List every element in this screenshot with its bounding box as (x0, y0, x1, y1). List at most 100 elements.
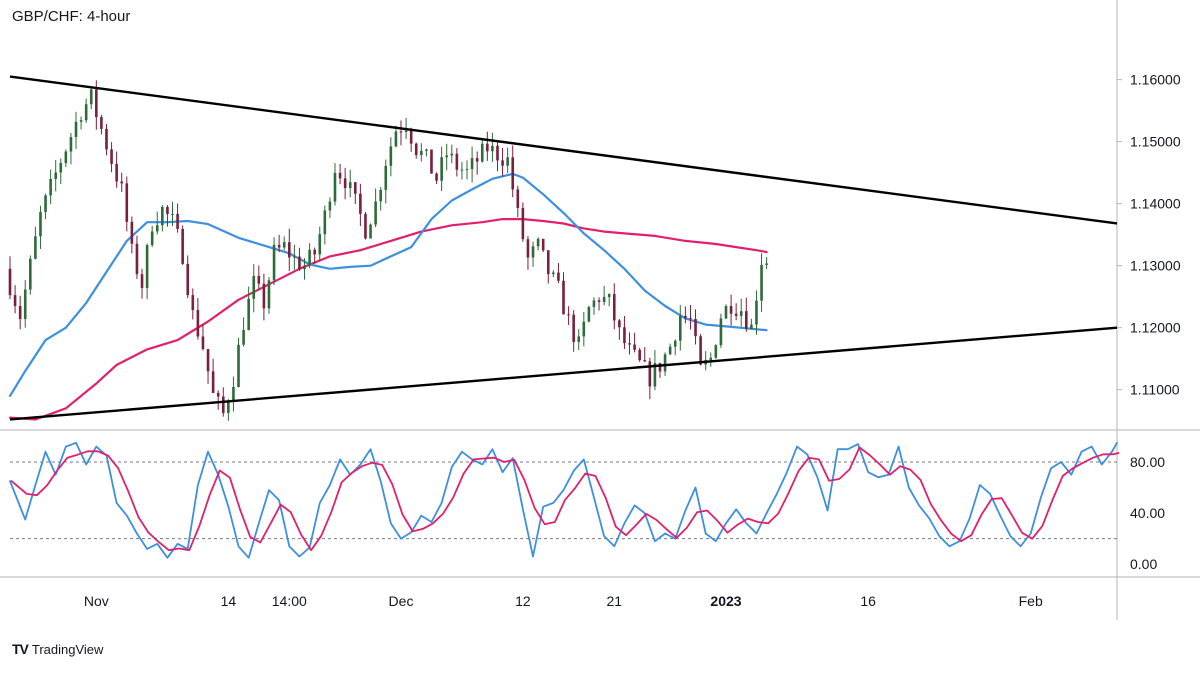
price-tick-label: 1.12000 (1130, 320, 1181, 336)
candle-body (760, 264, 763, 301)
candle-body (18, 306, 22, 319)
upper-trendline[interactable] (9, 75, 1118, 225)
candle-body (348, 182, 352, 189)
candle-body (343, 178, 347, 189)
candle-body (252, 275, 256, 299)
candle-body (739, 311, 743, 316)
tradingview-logo-icon: TV (12, 641, 29, 657)
candle-body (577, 336, 581, 342)
candle-body (84, 104, 88, 121)
candle-body (618, 320, 621, 328)
candle-body (23, 289, 27, 319)
price-tick-label: 1.15000 (1130, 134, 1181, 150)
candle-body (196, 310, 200, 337)
candle-body (719, 318, 723, 346)
candle-body (34, 236, 37, 259)
candle-body (709, 357, 713, 360)
tradingview-logo[interactable]: TV TradingView (12, 641, 103, 657)
candle-body (313, 249, 316, 255)
axes: 1.16000 1.15000 1.14000 1.13000 1.12000 1.110… (84, 72, 1181, 609)
candle-body (689, 318, 692, 320)
candle-body (74, 121, 78, 137)
time-tick-label: Feb (1019, 593, 1043, 609)
candle-body (298, 256, 301, 270)
candle-body (638, 349, 641, 361)
candle-body (221, 396, 225, 414)
moving-averages (8, 172, 768, 421)
candle-body (89, 89, 93, 105)
candle-body (506, 157, 509, 166)
candle-body (678, 315, 682, 341)
candle-body (455, 153, 459, 170)
candle-body (79, 120, 83, 122)
candle-body (491, 145, 494, 152)
candle-body (201, 336, 205, 350)
candle-body (110, 149, 113, 164)
candle-body (486, 143, 489, 152)
candle-body (354, 182, 357, 194)
candle-body (567, 314, 570, 316)
time-tick-label: 14 (221, 593, 237, 609)
trendlines[interactable] (9, 75, 1118, 421)
time-tick-label: 12 (515, 593, 531, 609)
candle-body (191, 295, 195, 311)
candle-body (420, 150, 423, 155)
candle-body (460, 169, 464, 171)
candle-body (633, 344, 636, 350)
candle-body (237, 344, 240, 388)
candle-body (546, 250, 550, 275)
candle-body (242, 329, 245, 345)
candle-body (536, 238, 540, 247)
candle-body (430, 149, 433, 174)
candle-body (100, 117, 103, 129)
grid (0, 0, 1200, 620)
candle-body (125, 183, 129, 222)
candle-body (384, 165, 388, 190)
candle-body (308, 249, 311, 266)
candle-body (323, 210, 327, 235)
candle-body (155, 225, 159, 232)
candle-body (49, 178, 52, 196)
candle-body (333, 172, 337, 202)
candle-body (262, 283, 266, 309)
candle-body (592, 300, 596, 307)
candle-body (628, 343, 631, 345)
candle-body (8, 268, 12, 296)
time-tick-label: Nov (84, 593, 109, 609)
price-tick-label: 1.16000 (1130, 72, 1181, 88)
lower-trendline[interactable] (9, 326, 1118, 421)
candle-body (658, 363, 662, 372)
candle-body (734, 313, 738, 316)
candle-body (440, 157, 443, 181)
candle-body (475, 158, 479, 162)
candle-body (130, 221, 134, 244)
candle-body (724, 306, 728, 319)
candle-body (404, 130, 408, 132)
candle-body (54, 172, 58, 179)
candle-body (287, 242, 291, 258)
time-tick-label: 2023 (710, 593, 741, 609)
candle-body (135, 243, 139, 275)
candle-body (562, 280, 565, 315)
candle-body (414, 143, 418, 155)
candle-body (653, 363, 657, 387)
candle-body (69, 136, 73, 152)
candle-body (364, 213, 367, 239)
candle-body (663, 354, 667, 372)
candle-body (526, 239, 530, 258)
stoch-d-line (10, 446, 1120, 552)
candle-body (668, 346, 672, 355)
candle-body (765, 263, 768, 265)
candle-body (318, 234, 322, 255)
candle-body (699, 336, 702, 365)
candle-body (105, 128, 108, 150)
candle-body (293, 256, 296, 258)
candle-body (369, 224, 372, 239)
candle-body (602, 296, 606, 303)
candle-body (694, 319, 697, 337)
candle-body (232, 387, 235, 402)
stoch-tick-label: 0.00 (1130, 556, 1157, 572)
price-tick-label: 1.11000 (1130, 382, 1180, 398)
candle-body (227, 401, 230, 414)
